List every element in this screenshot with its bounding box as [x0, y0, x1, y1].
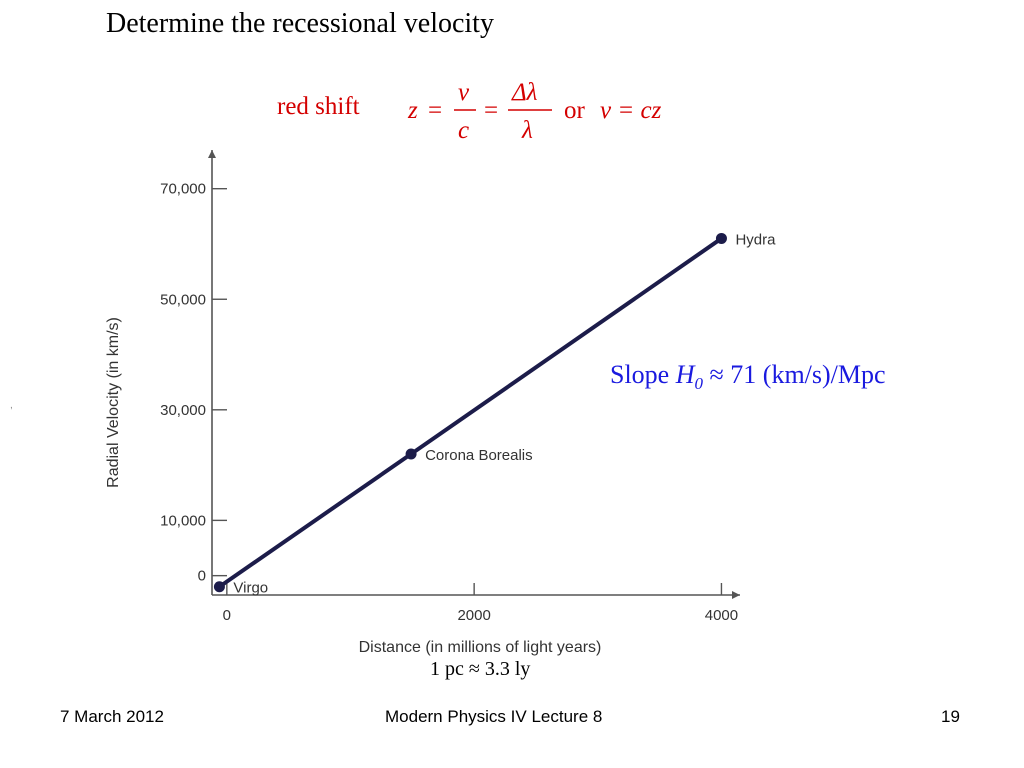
y-axis-arrow — [208, 150, 216, 158]
hubble-chart: 0 10,000 30,000 50,000 70,000 0 2000 4000 Distan… — [105, 150, 776, 656]
x-axis-label: Distance (in millions of light years) — [359, 639, 602, 656]
series-line — [217, 236, 724, 589]
x-axis-arrow — [732, 591, 740, 599]
formula-c-denominator: c — [458, 117, 469, 144]
footer-date: 7 March 2012 — [60, 707, 164, 726]
formula-eq1: = — [428, 97, 442, 124]
x-tick-label: 4000 — [705, 607, 738, 624]
parsec-note: 1 pc ≈ 3.3 ly — [430, 658, 531, 680]
data-point-label: Hydra — [735, 231, 776, 248]
formula-z: z — [407, 97, 418, 124]
stray-mark: , — [10, 400, 13, 411]
y-tick-label: 0 — [198, 568, 206, 585]
data-point-label: Virgo — [233, 580, 268, 597]
footer-title: Modern Physics IV Lecture 8 — [385, 707, 603, 726]
y-tick-label: 70,000 — [160, 181, 206, 198]
data-point-label: Corona Borealis — [425, 447, 533, 464]
formula-or: or — [564, 97, 586, 124]
footer-page-number: 19 — [941, 707, 960, 726]
x-tick-label: 2000 — [457, 607, 490, 624]
hubble-constant-subscript: 0 — [694, 374, 704, 394]
y-axis-label: Radial Velocity (in km/s) — [105, 317, 122, 488]
chart-points — [213, 232, 727, 593]
data-point-hydra — [715, 232, 727, 244]
y-tick-label: 30,000 — [160, 402, 206, 419]
formula-dlambda: Δλ — [511, 79, 538, 106]
chart-axes: 0 10,000 30,000 50,000 70,000 0 2000 4000 Distan… — [105, 150, 740, 656]
slope-value: ≈ 71 (km/s)/Mpc — [709, 360, 886, 389]
formula-lambda: λ — [521, 117, 533, 144]
chart-series — [217, 236, 724, 589]
hubble-constant-symbol: H — [675, 360, 695, 389]
formula-v-numerator: v — [458, 79, 470, 106]
redshift-label: red shift — [277, 93, 360, 120]
formula-v-eq-cz: v = cz — [600, 97, 662, 124]
data-point-virgo — [213, 581, 225, 593]
chart-labels: Virgo Corona Borealis Hydra — [233, 231, 776, 596]
x-tick-label: 0 — [223, 607, 231, 624]
formula-eq2: = — [484, 97, 498, 124]
data-point-corona-borealis — [405, 448, 417, 460]
slope-prefix: Slope — [610, 360, 670, 389]
y-tick-label: 50,000 — [160, 291, 206, 308]
slope-annotation: Slope H0 ≈ 71 (km/s)/Mpc — [610, 360, 886, 394]
y-tick-label: 10,000 — [160, 512, 206, 529]
slide-title: Determine the recessional velocity — [106, 8, 494, 39]
redshift-formula: z = v c = Δλ λ or v = cz — [407, 79, 662, 144]
